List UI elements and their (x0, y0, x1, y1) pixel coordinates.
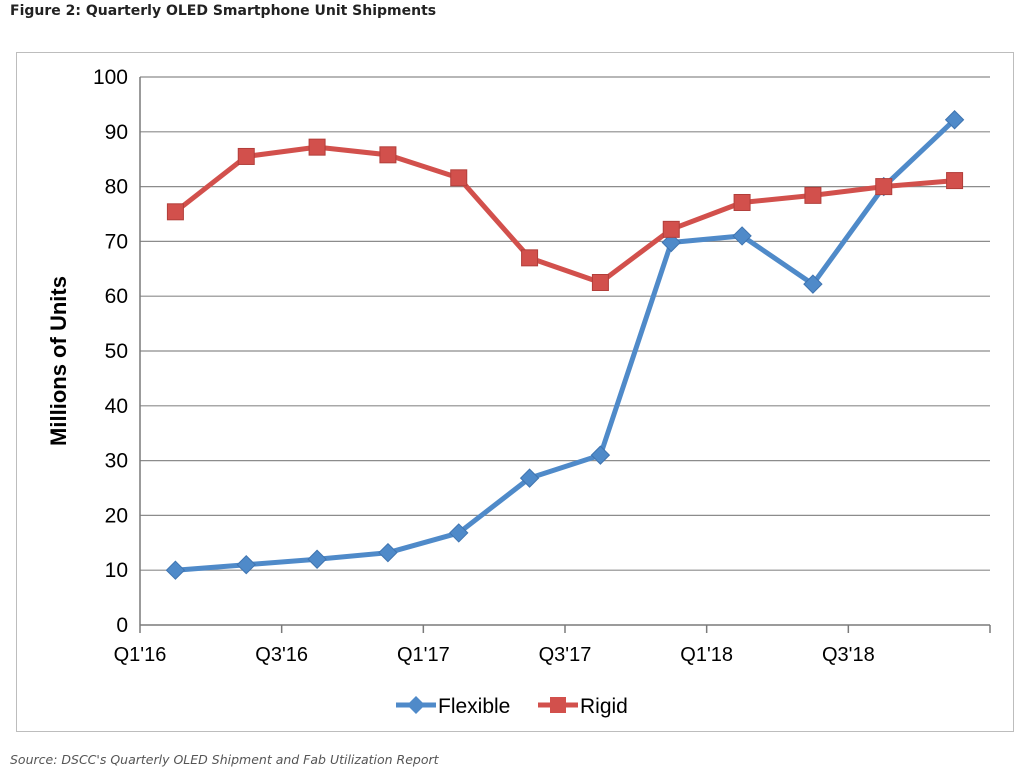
data-point (732, 226, 752, 246)
data-point (521, 249, 539, 267)
series-line-flexible (172, 117, 958, 573)
data-point (733, 193, 751, 211)
y-tick-label: 100 (93, 66, 128, 89)
axes (139, 77, 991, 633)
x-tick-label: Q3'18 (822, 644, 875, 666)
data-point (590, 445, 611, 465)
x-tick-labels: Q1'16 Q3'16 Q1'17 Q3'17 Q1'18 Q3'18 (114, 644, 875, 666)
legend-item-flexible: Flexible (396, 695, 510, 718)
legend-label: Flexible (438, 695, 510, 718)
x-tick-label: Q3'17 (539, 644, 592, 666)
data-point (378, 542, 398, 563)
legend: Flexible Rigid (396, 695, 628, 718)
gridlines (140, 76, 990, 571)
legend-item-rigid: Rigid (538, 695, 628, 718)
legend-label: Rigid (580, 695, 628, 718)
source-note: Source: DSCC's Quarterly OLED Shipment a… (10, 752, 439, 767)
y-tick-label: 80 (105, 176, 128, 199)
y-tick-label: 60 (105, 285, 128, 308)
data-point (449, 523, 469, 543)
x-tick-label: Q1'17 (397, 644, 450, 666)
data-point (165, 560, 186, 580)
data-point (662, 220, 680, 238)
y-tick-label: 50 (105, 340, 128, 363)
legend-marker (550, 697, 566, 713)
figure-title: Figure 2: Quarterly OLED Smartphone Unit… (10, 3, 437, 19)
x-tick-label: Q3'16 (255, 644, 308, 666)
y-tick-label: 30 (105, 450, 128, 473)
y-tick-label: 90 (105, 121, 128, 144)
series-flexible (165, 110, 965, 580)
data-point (519, 468, 540, 488)
y-tick-label: 20 (105, 504, 128, 527)
chart-frame (16, 52, 1014, 732)
y-tick-label: 70 (105, 230, 128, 253)
y-tick-label: 0 (116, 614, 128, 637)
data-point (944, 110, 965, 130)
data-point (236, 555, 256, 575)
data-point (308, 138, 326, 156)
data-point (875, 178, 893, 196)
data-point (307, 549, 327, 569)
y-axis-label: Millions of Units (46, 276, 71, 446)
data-point (661, 232, 681, 253)
series-layer (165, 110, 965, 580)
data-point (237, 147, 255, 165)
data-point (450, 169, 468, 187)
data-point (166, 203, 184, 221)
data-point (803, 274, 823, 294)
series-line-rigid (172, 144, 958, 285)
data-point (591, 274, 609, 291)
legend-marker (407, 696, 425, 714)
y-tick-labels: 0 10 20 30 40 50 60 70 80 90 100 (93, 66, 128, 637)
x-tick-label: Q1'16 (114, 644, 167, 666)
y-tick-label: 10 (105, 559, 128, 582)
series-rigid (166, 138, 964, 291)
data-point (804, 186, 822, 204)
data-point (379, 146, 397, 164)
x-tick-label: Q1'18 (680, 644, 733, 666)
data-point (946, 172, 964, 190)
y-tick-label: 40 (105, 395, 128, 418)
